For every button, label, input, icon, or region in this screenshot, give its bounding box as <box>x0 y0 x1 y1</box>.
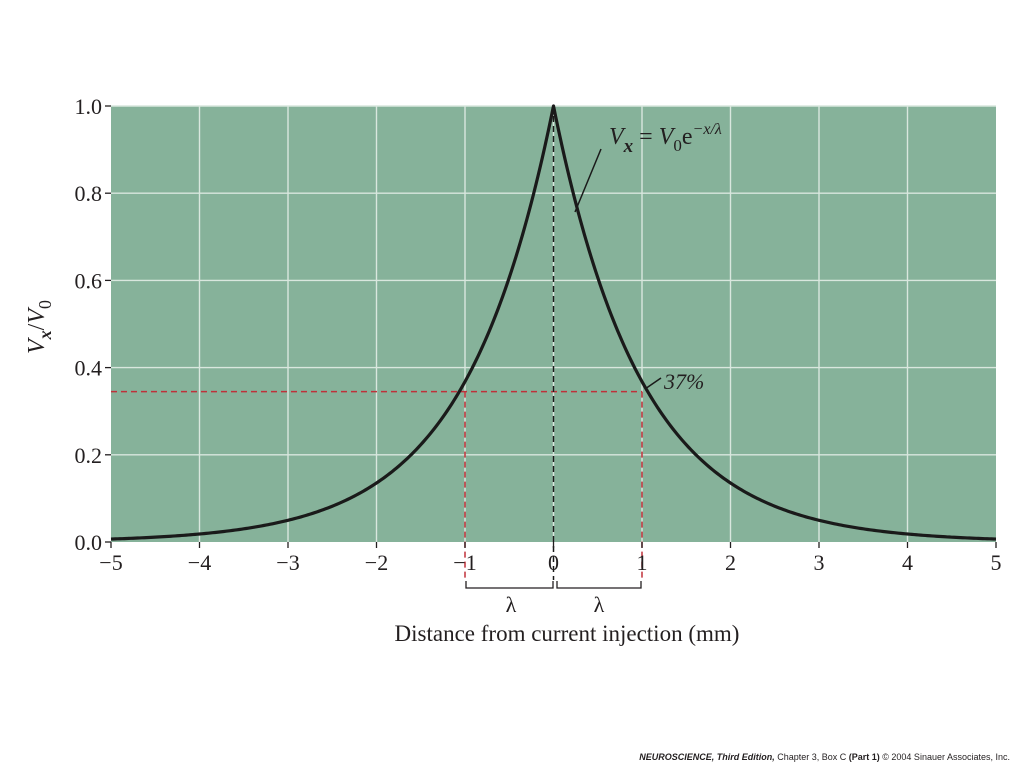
x-tick-label: 4 <box>902 550 913 575</box>
y-tick-label: 0.0 <box>75 530 103 555</box>
lambda-right-label: λ <box>594 592 605 617</box>
x-tick-label: −5 <box>99 550 122 575</box>
percent-leader-line <box>644 377 662 390</box>
y-tick-label: 0.2 <box>75 443 103 468</box>
percent-label: 37% <box>663 369 704 394</box>
figure-credit: NEUROSCIENCE, Third Edition, Chapter 3, … <box>639 752 1010 762</box>
y-tick-label: 0.4 <box>75 356 103 381</box>
y-tick-label: 0.6 <box>75 268 103 293</box>
x-tick-label: −3 <box>276 550 299 575</box>
lambda-brackets <box>465 581 642 589</box>
y-tick-labels: 0.0 0.2 0.4 0.6 0.8 1.0 <box>75 94 111 555</box>
lambda-bracket-right <box>556 581 642 589</box>
equation-leader-line <box>574 148 602 213</box>
y-axis-label: Vx/V0 <box>24 300 55 354</box>
y-tick-label: 1.0 <box>75 94 103 119</box>
equation-label: Vx = V0e−x/λ <box>609 121 722 157</box>
x-tick-label: −2 <box>365 550 388 575</box>
reference-lines <box>111 116 643 580</box>
x-tick-label: 3 <box>814 550 825 575</box>
x-tick-label: 0 <box>548 550 559 575</box>
x-tick-label: 2 <box>725 550 736 575</box>
x-tick-labels: −5 −4 −3 −2 −1 0 1 2 3 4 5 <box>99 542 1002 575</box>
lambda-bracket-left <box>465 581 554 589</box>
x-tick-label: −1 <box>453 550 476 575</box>
x-tick-label: 5 <box>991 550 1002 575</box>
x-tick-label: −4 <box>188 550 211 575</box>
x-axis-label: Distance from current injection (mm) <box>395 621 740 646</box>
x-tick-label: 1 <box>637 550 648 575</box>
decay-curve <box>110 104 997 541</box>
lambda-left-label: λ <box>506 592 517 617</box>
y-tick-label: 0.8 <box>75 181 103 206</box>
